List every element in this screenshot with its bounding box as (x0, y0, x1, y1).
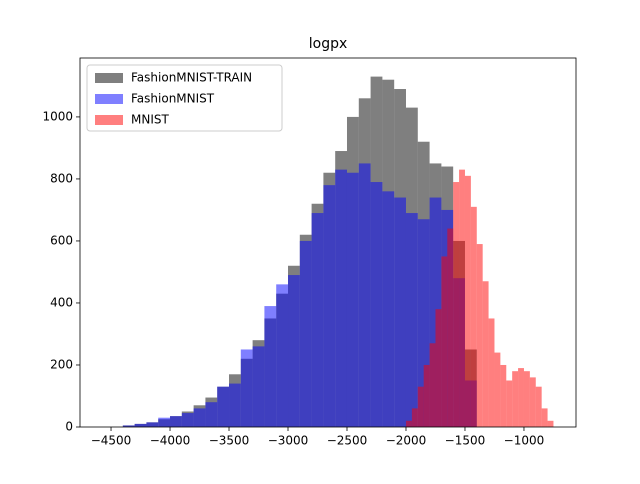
histogram-bar (523, 371, 530, 427)
x-tick-label: −4000 (150, 434, 191, 448)
legend-label: FashionMNIST (131, 92, 215, 106)
x-tick-label: −3500 (209, 434, 250, 448)
histogram-bar (506, 380, 513, 427)
legend-label: MNIST (131, 113, 169, 127)
x-tick-label: −1000 (504, 434, 545, 448)
legend-swatch (95, 73, 123, 83)
y-tick-label: 800 (50, 171, 73, 185)
histogram-bar (459, 169, 465, 427)
y-tick-label: 0 (65, 420, 73, 434)
histogram-bar (346, 172, 359, 427)
histogram-bar (541, 408, 548, 427)
histogram-bar (264, 306, 277, 427)
histogram-bar (411, 408, 418, 427)
histogram-bar (464, 175, 471, 427)
histogram-bar (252, 346, 265, 427)
histogram-bar (122, 425, 135, 427)
histogram-bar (417, 386, 424, 427)
histogram-bar (205, 402, 218, 427)
histogram-bar (435, 309, 442, 427)
legend-swatch (95, 94, 123, 104)
y-tick-label: 600 (50, 233, 73, 247)
legend-box (86, 64, 283, 132)
histogram-bar (134, 423, 147, 427)
histogram-bar (170, 416, 182, 427)
histogram-bar (405, 213, 418, 427)
histogram-bar (382, 191, 395, 427)
histogram-bar (394, 197, 406, 427)
histogram-bar (405, 420, 412, 427)
histogram-bar (158, 417, 171, 427)
histogram-bar (181, 413, 194, 427)
histogram-bar (447, 228, 454, 427)
histogram-bar (417, 219, 430, 427)
histogram-bar (229, 383, 241, 427)
y-tick-label: 200 (50, 357, 73, 371)
histogram-bar (299, 240, 312, 427)
histogram-bar (323, 185, 336, 427)
y-tick-label: 400 (50, 295, 73, 309)
histogram-bar (482, 281, 489, 427)
histogram-bar (441, 256, 448, 427)
histogram-bar (146, 422, 159, 427)
histogram-bar (276, 284, 289, 427)
histogram-bar (518, 368, 524, 427)
histogram-bar (494, 352, 501, 427)
histogram-bar (529, 377, 536, 427)
histogram-bar (240, 349, 253, 427)
histogram-bar (370, 182, 383, 427)
plot-frame (79, 57, 577, 428)
histogram-bar (288, 275, 300, 427)
histogram-bar (358, 163, 371, 427)
histogram-bar (423, 364, 430, 427)
histogram-bar (547, 420, 554, 427)
chart-title: logpx (309, 36, 348, 52)
histogram-bar (488, 318, 495, 427)
histogram-bar (429, 343, 436, 427)
histogram-bar (217, 386, 230, 427)
histogram-bar (453, 182, 460, 427)
x-tick-label: −4500 (91, 434, 132, 448)
x-tick-label: −1500 (445, 434, 486, 448)
x-tick-label: −2500 (327, 434, 368, 448)
histogram-bar (535, 386, 542, 427)
y-tick-label: 1000 (42, 109, 73, 123)
histogram-bar (193, 408, 206, 427)
legend-swatch (95, 115, 123, 125)
x-tick-label: −3000 (268, 434, 309, 448)
histogram-bar (500, 364, 507, 427)
histogram-bar (470, 206, 477, 427)
histogram-bar (476, 244, 483, 427)
histogram-bar (512, 371, 519, 427)
legend-label: FashionMNIST-TRAIN (131, 71, 252, 85)
histogram-bar (311, 213, 324, 427)
histogram-bar (335, 169, 347, 427)
x-tick-label: −2000 (386, 434, 427, 448)
